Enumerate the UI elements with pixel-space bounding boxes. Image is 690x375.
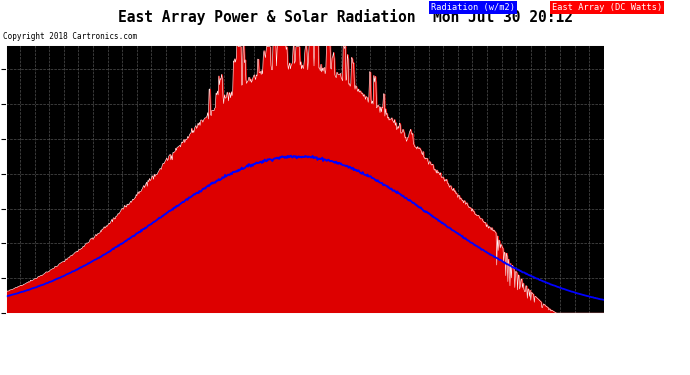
Text: East Array Power & Solar Radiation  Mon Jul 30 20:12: East Array Power & Solar Radiation Mon J… (117, 9, 573, 25)
Text: East Array (DC Watts): East Array (DC Watts) (552, 3, 662, 12)
Text: Copyright 2018 Cartronics.com: Copyright 2018 Cartronics.com (3, 32, 137, 41)
Text: Radiation (w/m2): Radiation (w/m2) (431, 3, 515, 12)
